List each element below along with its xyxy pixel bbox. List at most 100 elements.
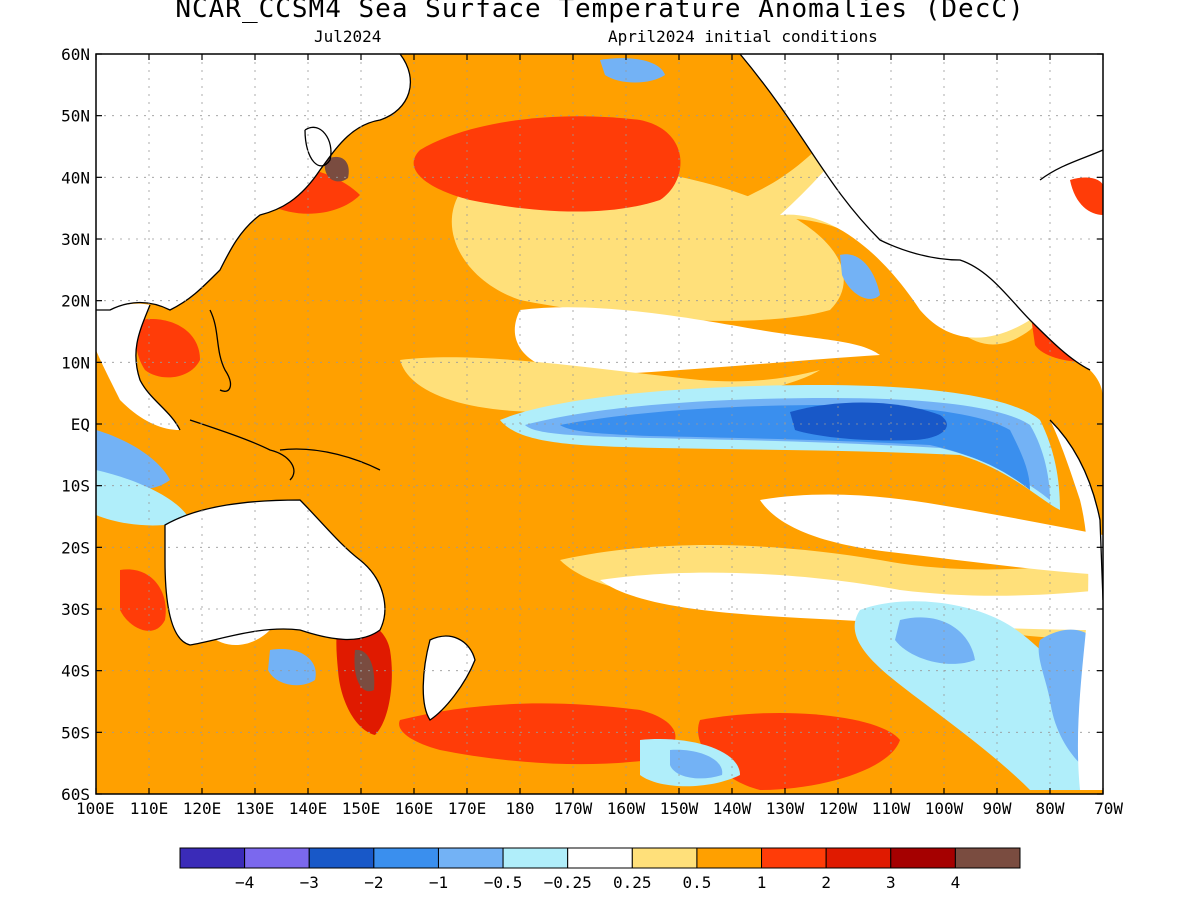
longitude-label: 150W — [660, 799, 699, 818]
south-america-coastline — [1049, 419, 1103, 601]
moderate-cool-patch-se — [895, 617, 975, 664]
strong-warm-south-pacific — [399, 703, 676, 765]
longitude-label: 130W — [766, 799, 805, 818]
longitude-label: 110E — [130, 799, 169, 818]
colorbar-swatch — [244, 847, 310, 869]
colorbar-swatch — [825, 847, 892, 869]
latitude-label: 30N — [61, 230, 90, 249]
longitude-label: 90W — [983, 799, 1012, 818]
north-america-land — [740, 54, 1103, 253]
latitude-label: 50N — [61, 107, 90, 126]
latitude-label: 30S — [61, 600, 90, 619]
axis-ticks — [95, 53, 1104, 795]
philippines-coastline — [209, 309, 232, 392]
latitude-label: 10S — [61, 477, 90, 496]
longitude-label: 100W — [925, 799, 964, 818]
longitude-label: 70W — [1094, 799, 1123, 818]
indochina-land — [96, 303, 180, 430]
latitude-label: 50S — [61, 723, 90, 742]
colorbar-swatch — [631, 847, 698, 869]
latitude-label: 60N — [61, 45, 90, 64]
longitude-label: 110W — [872, 799, 911, 818]
colorbar-label: 2 — [821, 873, 831, 892]
north-america-coastline — [739, 54, 1091, 371]
gridlines — [96, 54, 1103, 794]
colorbar-label: −3 — [300, 873, 319, 892]
coastlines — [96, 54, 1103, 721]
moderate-cool-southern-ocean — [670, 749, 723, 779]
longitude-label: 100E — [76, 799, 115, 818]
south-america-land — [1050, 420, 1103, 790]
longitude-label: 150E — [342, 799, 381, 818]
forecast-month: Jul2024 — [314, 27, 382, 46]
cool-indian-ocean — [96, 430, 170, 490]
longitude-label: 120W — [819, 799, 858, 818]
atlantic-coastline — [1039, 149, 1103, 181]
latitude-labels: 60N 50N 40N 30N 20N 10N EQ 10S 20S 30S 40S 50S 60S — [61, 45, 90, 804]
strong-warm-south-china-sea — [135, 319, 200, 378]
longitude-label: 140W — [713, 799, 752, 818]
asia-land — [96, 54, 411, 310]
colorbar-swatch — [954, 847, 1021, 869]
map-title: NCAR_CCSM4 Sea Surface Temperature Anoma… — [175, 0, 1025, 24]
weak-cool-indian-ocean — [96, 470, 190, 526]
latitude-label: 20S — [61, 538, 90, 557]
colorbar-label: −1 — [429, 873, 448, 892]
longitude-label: 170W — [554, 799, 593, 818]
colorbar-labels: −4 −3 −2 −1 −0.5 −0.25 0.25 0.5 1 2 3 4 — [235, 873, 960, 892]
colorbar-label: −4 — [235, 873, 254, 892]
extreme-warm-japan — [324, 156, 349, 182]
indonesia-coastline — [189, 419, 295, 481]
colorbar-label: 0.25 — [613, 873, 652, 892]
strong-warm-northwest-pacific — [413, 116, 681, 212]
latitude-label: 40N — [61, 168, 90, 187]
anomaly-field — [96, 54, 1103, 794]
latitude-label: 20N — [61, 292, 90, 311]
indochina-coastline — [135, 304, 181, 431]
neutral-southeast — [760, 494, 1103, 575]
colorbar-label: 3 — [886, 873, 896, 892]
core-cool-cold-tongue — [790, 402, 947, 441]
colorbar-swatch — [308, 847, 375, 869]
new-guinea-coastline — [279, 448, 381, 471]
initial-conditions: April2024 initial conditions — [608, 27, 878, 46]
longitude-label: 130E — [236, 799, 275, 818]
colorbar-swatch — [179, 847, 246, 869]
colorbar-swatch — [373, 847, 439, 869]
new-zealand-land — [423, 636, 475, 720]
latitude-label: 40S — [61, 662, 90, 681]
longitude-label: 120E — [183, 799, 222, 818]
colorbar — [179, 847, 1021, 869]
longitude-labels: 100E 110E 120E 130E 140E 150E 160E 170E 180 170W 1… — [76, 799, 1123, 818]
colorbar-swatch — [890, 847, 956, 869]
colorbar-swatch — [567, 847, 633, 869]
colorbar-label: −0.5 — [484, 873, 523, 892]
neutral-central-north — [514, 307, 880, 376]
colorbar-label: 0.5 — [682, 873, 711, 892]
longitude-label: 140E — [289, 799, 328, 818]
colorbar-label: 1 — [757, 873, 767, 892]
latitude-label: 60S — [61, 785, 90, 804]
colorbar-label: −0.25 — [544, 873, 592, 892]
longitude-label: 160W — [607, 799, 646, 818]
latitude-label: 10N — [61, 353, 90, 372]
colorbar-label: 4 — [951, 873, 961, 892]
colorbar-swatch — [502, 847, 569, 869]
latitude-label: EQ — [71, 415, 90, 434]
longitude-label: 180 — [506, 799, 535, 818]
longitude-label: 160E — [395, 799, 434, 818]
colorbar-swatch — [696, 847, 763, 869]
asia-coastline — [96, 54, 411, 311]
strong-warm-west-australia — [120, 569, 166, 631]
colorbar-label: −2 — [364, 873, 383, 892]
central-america-land — [880, 240, 1103, 400]
australia-coastline — [164, 499, 386, 646]
cool-baja-patch — [840, 254, 880, 299]
colorbar-swatch — [437, 847, 504, 869]
longitude-label: 80W — [1036, 799, 1065, 818]
longitude-label: 170E — [448, 799, 487, 818]
colorbar-swatch — [761, 847, 827, 869]
strong-warm-northwest-atlantic — [1070, 177, 1103, 215]
cool-south-australia — [268, 649, 316, 686]
